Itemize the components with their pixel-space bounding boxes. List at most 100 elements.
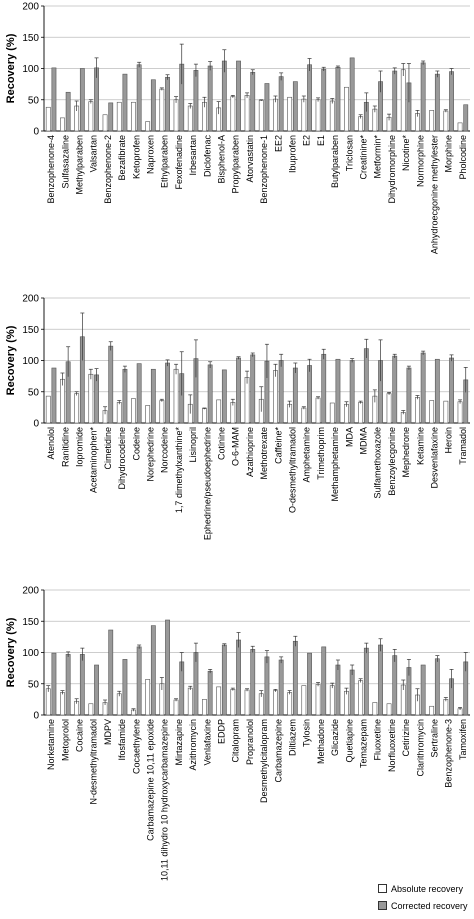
bar-absolute bbox=[457, 122, 463, 132]
x-tick-label: Fexofenadine bbox=[174, 135, 184, 190]
bar-corrected bbox=[307, 365, 312, 424]
x-tick-label: Mephedrone bbox=[401, 427, 411, 478]
y-tick-label: 100 bbox=[22, 356, 39, 367]
y-tick-label: 200 bbox=[22, 2, 39, 13]
x-tick-label: Butylparaben bbox=[330, 135, 340, 188]
bar-absolute bbox=[443, 110, 449, 132]
bar-corrected bbox=[108, 102, 114, 132]
x-tick-label: Tylosin bbox=[302, 719, 312, 747]
x-tick-label: Venlafaxine bbox=[202, 719, 212, 766]
bar-corrected bbox=[150, 79, 156, 132]
bar-corrected bbox=[51, 367, 57, 424]
bar-absolute bbox=[429, 400, 435, 424]
x-tick-label: Bezafibrate bbox=[117, 135, 127, 181]
bar-corrected bbox=[136, 363, 142, 424]
y-tick-label: 150 bbox=[22, 617, 39, 628]
bar-absolute bbox=[443, 699, 449, 716]
bar-absolute bbox=[244, 689, 250, 716]
bar-corrected bbox=[264, 656, 270, 716]
x-tick-label: Azathioprine bbox=[245, 427, 255, 477]
bar-corrected bbox=[335, 664, 341, 716]
bar-corrected bbox=[392, 655, 398, 716]
bar-corrected bbox=[434, 73, 440, 132]
chart-panel-2: 0 50 100 150 200 Recovery (%) Atenolol Ranitidi… bbox=[5, 294, 470, 540]
bar-corrected bbox=[65, 654, 71, 716]
x-tick-label: Tamoxifen bbox=[458, 719, 468, 760]
x-tick-label: Methylparaben bbox=[75, 135, 85, 195]
bar-corrected bbox=[292, 640, 298, 716]
x-tick-label: 10,11 dihydro 10 hydroxycarbamazepine bbox=[160, 719, 170, 881]
y-axis-label: Recovery (%) bbox=[5, 617, 17, 687]
bar-absolute bbox=[273, 98, 278, 132]
bar-corrected bbox=[278, 659, 284, 716]
bar-absolute bbox=[386, 393, 392, 424]
bar-absolute bbox=[344, 403, 349, 424]
bar-absolute bbox=[443, 400, 449, 424]
x-tick-label: Quetiapine bbox=[344, 719, 354, 763]
x-tick-label: Nicotine* bbox=[401, 135, 411, 172]
x-tick-label: Ephedrine/pseudoephedrine bbox=[202, 427, 212, 540]
bar-absolute bbox=[358, 116, 364, 132]
y-tick-label: 150 bbox=[22, 325, 39, 336]
x-tick-label: Amphetamine bbox=[302, 427, 312, 483]
bar-corrected bbox=[165, 619, 170, 716]
bar-absolute bbox=[45, 106, 51, 132]
x-tick-label: Iopromide bbox=[75, 427, 85, 467]
bar-absolute bbox=[116, 101, 122, 132]
bar-corrected bbox=[278, 360, 284, 424]
x-tick-label: Norcodeine bbox=[160, 427, 170, 473]
y-tick-label: 50 bbox=[28, 95, 40, 106]
x-tick-label: Ketoprofen bbox=[131, 135, 141, 179]
bar-absolute bbox=[244, 95, 250, 132]
x-tick-label: Cimetidine bbox=[103, 427, 113, 470]
x-tick-label: Dihydrocodeine bbox=[117, 427, 127, 490]
bar-corrected bbox=[122, 368, 128, 424]
y-tick-label: 0 bbox=[33, 711, 39, 722]
bar-absolute bbox=[358, 402, 364, 424]
x-tick-label: Valsartan bbox=[89, 135, 99, 172]
bar-absolute bbox=[145, 121, 151, 132]
bar-absolute bbox=[230, 96, 236, 132]
x-tick-label: Heroin bbox=[444, 427, 454, 454]
x-tick-label: Metoprolol bbox=[60, 719, 70, 761]
bar-corrected bbox=[250, 649, 256, 716]
x-tick-label: Morphine bbox=[444, 135, 454, 173]
bar-corrected bbox=[434, 658, 440, 716]
bar-absolute bbox=[131, 398, 136, 424]
bar-corrected bbox=[292, 367, 298, 424]
x-tick-label: E1 bbox=[316, 135, 326, 146]
bar-corrected bbox=[236, 357, 241, 424]
bar-absolute bbox=[60, 117, 65, 132]
x-tick-label: Sertraline bbox=[430, 719, 440, 758]
bar-corrected bbox=[250, 354, 256, 424]
x-tick-label: Atenolol bbox=[46, 427, 56, 460]
bar-corrected bbox=[378, 644, 383, 716]
bar-absolute bbox=[400, 69, 406, 132]
bar-corrected bbox=[150, 368, 156, 424]
bar-absolute bbox=[187, 687, 193, 716]
x-tick-label: Benzophenone-2 bbox=[103, 135, 113, 204]
x-tick-label: Benzophenone-4 bbox=[46, 135, 56, 204]
bar-corrected bbox=[79, 68, 85, 132]
x-tick-label: Fluoxetine bbox=[373, 719, 383, 761]
bar-absolute bbox=[372, 702, 378, 716]
y-tick-label: 50 bbox=[28, 679, 40, 690]
x-tick-label: Temazepam bbox=[359, 719, 369, 768]
bar-corrected bbox=[278, 76, 284, 132]
bar-corrected bbox=[79, 654, 85, 716]
bar-corrected bbox=[349, 669, 355, 716]
bar-absolute bbox=[60, 378, 65, 424]
x-tick-label: Norfluoxetine bbox=[387, 719, 397, 772]
x-tick-label: Benzoylecgonine bbox=[387, 427, 397, 496]
x-tick-label: Irbesartan bbox=[188, 135, 198, 176]
x-tick-label: Carbamazepine 10,11 epoxide bbox=[146, 719, 156, 841]
bar-absolute bbox=[244, 377, 250, 424]
y-tick-label: 200 bbox=[22, 586, 39, 597]
x-tick-label: Citalopram bbox=[231, 719, 241, 763]
bar-absolute bbox=[173, 368, 179, 424]
bar-corrected bbox=[449, 357, 454, 424]
bar-absolute bbox=[116, 693, 122, 716]
x-tick-label: 1,7 dimethylxanthine* bbox=[174, 427, 184, 514]
x-tick-label: Propylparaben bbox=[231, 135, 241, 194]
bar-absolute bbox=[344, 86, 349, 132]
